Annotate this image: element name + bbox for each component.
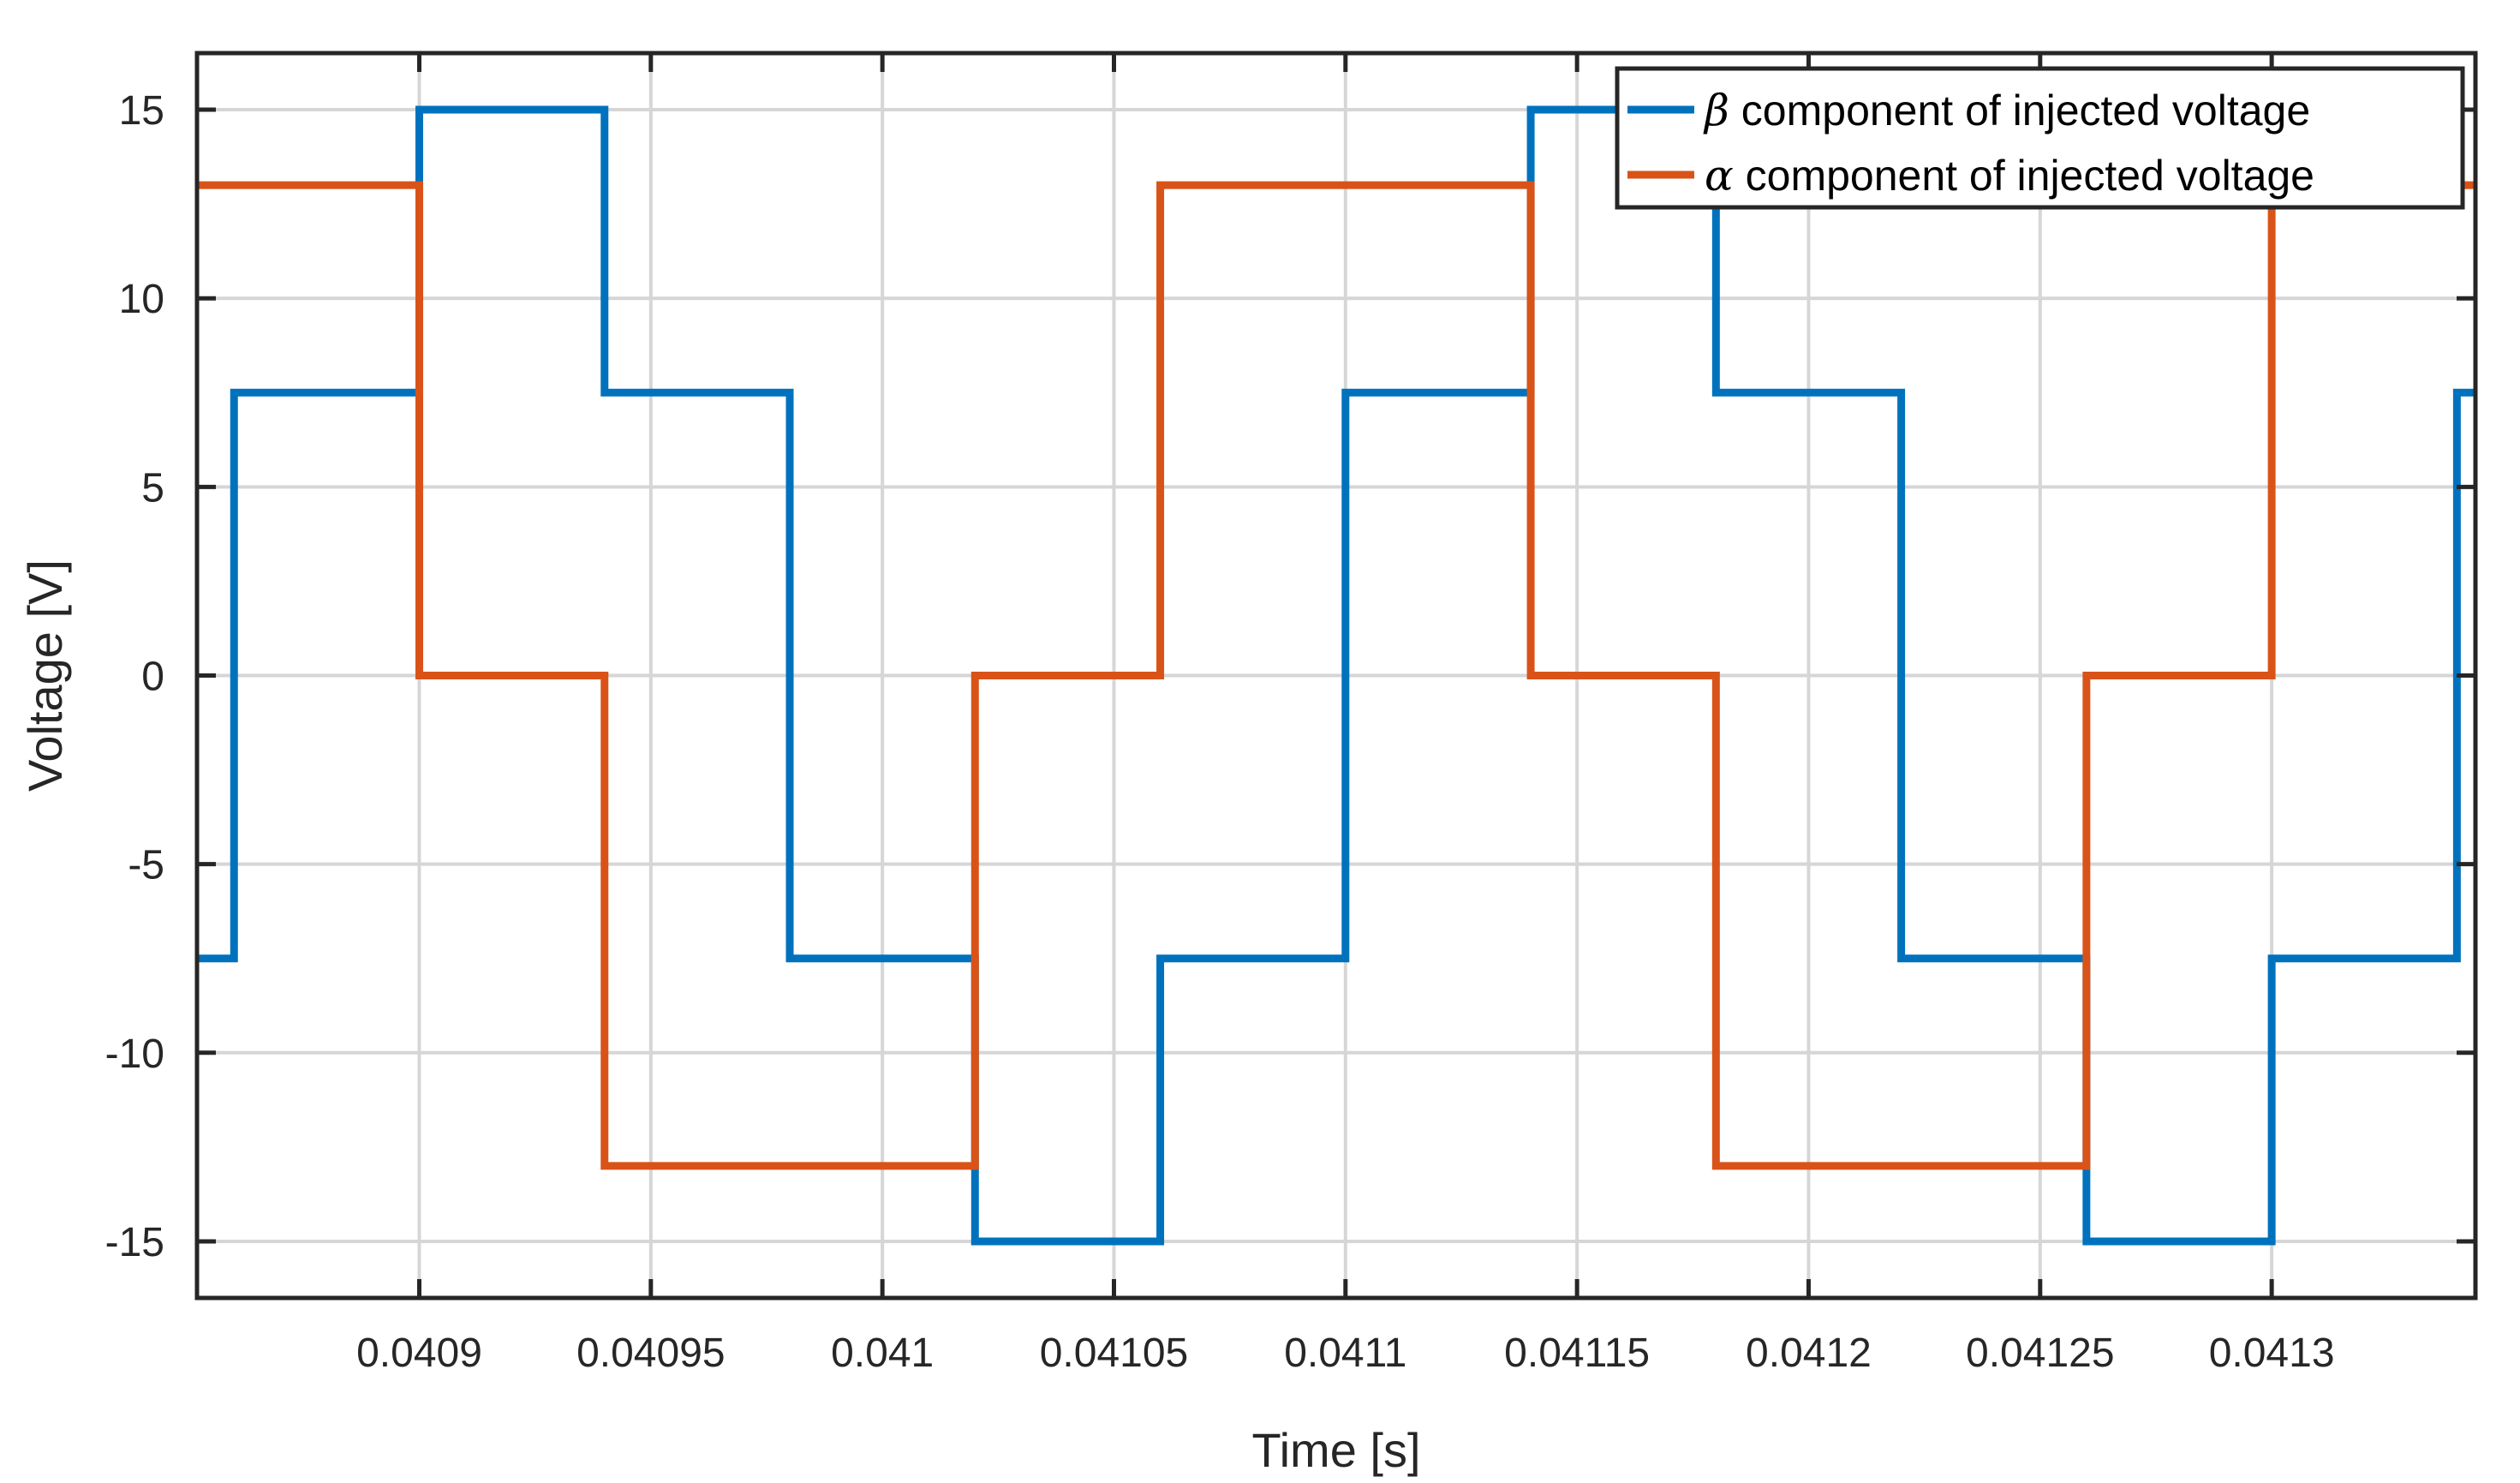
x-tick-label: 0.0412 — [1746, 1331, 1872, 1376]
x-tick-label: 0.0413 — [2209, 1331, 2335, 1376]
y-tick-label: 10 — [119, 277, 164, 322]
x-tick-label: 0.04095 — [576, 1331, 726, 1376]
tick-labels: 0.0409 0.04095 0.041 0.04105 0.0411 0.04115 0.… — [105, 88, 2335, 1376]
y-tick-label: -10 — [105, 1032, 164, 1077]
x-tick-label: 0.04115 — [1504, 1331, 1650, 1376]
x-tick-label: 0.04105 — [1040, 1331, 1189, 1376]
legend-entry-label: component of injected voltage — [1729, 87, 2310, 135]
y-tick-label: -5 — [128, 843, 164, 888]
legend-entry: α component of injected voltage — [1705, 151, 2314, 200]
legend-box — [1615, 66, 2465, 210]
series-line-1 — [197, 181, 2475, 1170]
x-tick-label: 0.04125 — [1966, 1331, 2115, 1376]
y-axis-label: Voltage [V] — [18, 559, 72, 792]
legend-entry-label: component of injected voltage — [1734, 152, 2314, 200]
y-tick-label: 15 — [119, 88, 164, 134]
x-tick-label: 0.0411 — [1284, 1331, 1406, 1376]
legend-entry: β component of injected voltage — [1703, 86, 2310, 135]
x-tick-label: 0.041 — [831, 1331, 934, 1376]
ticks — [197, 53, 2475, 1298]
series-line-0 — [197, 105, 2475, 1246]
legend-entry-symbol: β — [1703, 86, 1729, 135]
x-tick-label: 0.0409 — [356, 1331, 482, 1376]
series-layer — [197, 105, 2475, 1246]
y-tick-label: 0 — [141, 655, 164, 700]
x-axis-label: Time [s] — [1251, 1423, 1420, 1477]
y-tick-label: 5 — [141, 465, 164, 511]
y-tick-label: -15 — [105, 1220, 164, 1265]
legend-entry-symbol: α — [1705, 151, 1734, 200]
